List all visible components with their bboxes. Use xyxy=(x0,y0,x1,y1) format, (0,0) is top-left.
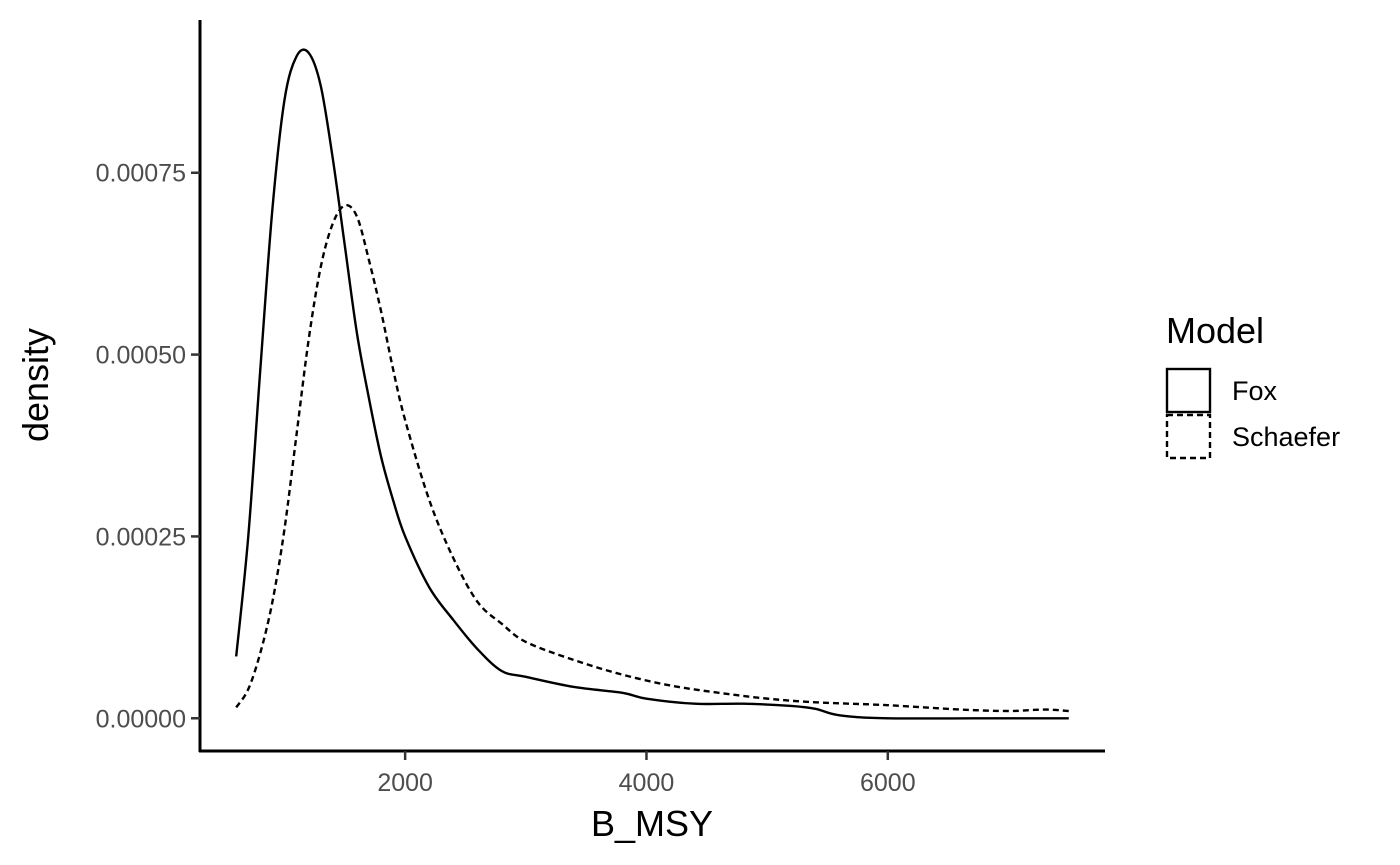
y-tick-label: 0.00050 xyxy=(96,342,186,370)
plot-area xyxy=(235,48,1069,720)
legend-title: Model xyxy=(1166,310,1264,351)
y-tick-label: 0.00000 xyxy=(96,705,186,733)
x-tick-label: 4000 xyxy=(619,769,675,797)
x-ticks: 2000 4000 6000 xyxy=(377,751,916,797)
y-ticks: 0.00000 0.00025 0.00050 0.00075 xyxy=(96,160,200,733)
x-tick-label: 6000 xyxy=(860,769,916,797)
y-tick-label: 0.00025 xyxy=(96,523,186,551)
legend: Model Fox Schaefer xyxy=(1165,310,1340,460)
legend-key-fox xyxy=(1165,367,1212,414)
y-axis-title: density xyxy=(15,328,56,442)
series-line-fox xyxy=(235,48,1069,720)
legend-label-schaefer: Schaefer xyxy=(1232,422,1340,452)
y-tick-label: 0.00075 xyxy=(96,160,186,188)
axes xyxy=(198,20,1105,753)
x-tick-label: 2000 xyxy=(377,769,433,797)
series-line-schaefer xyxy=(235,204,1069,713)
legend-items: Fox Schaefer xyxy=(1165,367,1340,460)
x-axis-title: B_MSY xyxy=(591,803,713,844)
legend-label-fox: Fox xyxy=(1232,376,1278,406)
legend-key-schaefer xyxy=(1165,413,1212,460)
